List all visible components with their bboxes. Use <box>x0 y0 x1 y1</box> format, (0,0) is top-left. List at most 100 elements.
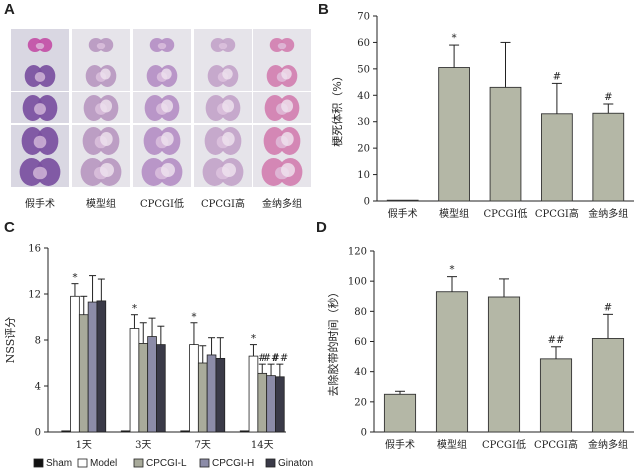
chart-c-bar <box>120 430 131 433</box>
chart-d-category-label: 假手术 <box>385 438 415 451</box>
legend-swatch <box>199 458 210 468</box>
column-label-sham: 假手术 <box>25 197 55 210</box>
chart-d-bar <box>435 291 469 433</box>
panel-letter-c: C <box>4 219 15 236</box>
chart-d-y-tick-label: 40 <box>354 367 367 378</box>
chart-d-category-label: 模型组 <box>437 438 467 451</box>
chart-c-category-label: 14天 <box>251 440 274 451</box>
chart-b-bar <box>592 112 625 202</box>
brain-slice <box>261 158 303 186</box>
chart-c-bar <box>70 295 80 433</box>
tissue-column-labels: 假手术 模型组 CPCGI低 CPCGI高 金纳多组 <box>25 197 302 210</box>
legend-label: Model <box>90 458 117 469</box>
chart-c-category-label: 1天 <box>76 440 92 451</box>
legend-item: Ginaton <box>265 458 313 469</box>
brain-slice <box>144 95 180 121</box>
chart-c-bar <box>156 344 166 433</box>
chart-d-significance-mark: * <box>450 265 455 276</box>
chart-b-y-tick-label: 0 <box>364 197 370 208</box>
panel-letter-d: D <box>316 219 327 236</box>
chart-d-category-label: CPCGI低 <box>482 438 526 451</box>
chart-c-y-tick-label: 8 <box>35 336 41 347</box>
chart-c-bar <box>215 357 226 433</box>
chart-b-significance-mark: # <box>604 92 612 103</box>
tissue-slice-grid <box>11 29 311 187</box>
legend-swatch <box>265 458 276 468</box>
chart-b-bar <box>541 113 573 202</box>
brain-slice <box>263 127 301 155</box>
chart-d-y-tick-label: 60 <box>354 337 367 348</box>
chart-c-significance-mark: * <box>72 273 77 284</box>
chart-c-bar <box>275 376 285 433</box>
chart-c-significance-mark: ## <box>263 353 280 364</box>
chart-d-category-label: CPCGI高 <box>534 438 578 451</box>
panel-letter-a: A <box>4 1 15 18</box>
legend-label: Sham <box>46 458 72 469</box>
chart-c-bar <box>257 372 268 433</box>
chart-b-y-tick-label: 30 <box>357 117 370 128</box>
chart-b-y-tick-label: 40 <box>357 91 370 102</box>
brain-slice <box>269 38 295 52</box>
chart-c-significance-mark: * <box>191 312 196 323</box>
brain-slice <box>266 65 298 87</box>
chart-c-legend: Sham Model CPCGI-L CPCGI-H Ginaton <box>33 458 313 469</box>
chart-b-category-label: 模型组 <box>439 207 469 220</box>
column-label-cpcgi-high: CPCGI高 <box>201 197 245 210</box>
brain-slice <box>22 95 58 121</box>
chart-c-y-axis-label: NSS评分 <box>4 317 17 364</box>
brain-slice <box>149 38 175 52</box>
brain-slice <box>19 158 61 186</box>
chart-c-bar <box>96 300 107 433</box>
chart-b-bar <box>438 67 470 202</box>
legend-item: CPCGI-L <box>133 458 187 469</box>
chart-c-bar <box>197 362 208 433</box>
chart-c-bar <box>87 301 98 433</box>
chart-c-significance-mark: ## <box>271 353 288 364</box>
column-label-ginaton: 金纳多组 <box>262 197 302 210</box>
chart-b-category-label: CPCGI低 <box>484 207 528 220</box>
brain-slice <box>146 65 178 87</box>
chart-b-category-label: 金纳多组 <box>588 207 628 220</box>
legend-item: Sham <box>33 458 72 469</box>
chart-d-category-label: 金纳多组 <box>588 438 628 451</box>
chart-d-significance-mark: # <box>604 302 612 313</box>
chart-c-y-tick-label: 12 <box>28 290 41 301</box>
panel-letter-b: B <box>318 1 329 18</box>
chart-d-y-tick-label: 120 <box>348 247 367 258</box>
chart-c-y-tick-label: 0 <box>35 428 41 439</box>
chart-d-bar <box>487 296 521 433</box>
brain-slice <box>83 95 119 121</box>
chart-c-bar <box>147 336 157 433</box>
chart-c-bar <box>129 328 140 433</box>
chart-c-bar <box>61 430 71 433</box>
chart-c-bar <box>266 375 276 433</box>
legend-item: CPCGI-H <box>199 458 254 469</box>
chart-b-infarct-volume: 梗死体积（%） 0 10 20 30 40 50 60 70 假手术 * 模型组 CPCGI低 # CPC… <box>330 12 634 220</box>
column-label-cpcgi-low: CPCGI低 <box>140 197 184 210</box>
chart-b-y-tick-label: 60 <box>357 38 370 49</box>
chart-c-bar <box>180 430 190 433</box>
brain-slice <box>210 38 236 52</box>
chart-c-significance-mark: * <box>251 334 256 345</box>
chart-c-bar <box>206 354 217 433</box>
chart-c-bar <box>78 314 89 433</box>
chart-d-bar <box>539 358 573 433</box>
chart-c-bar <box>138 343 149 433</box>
chart-c-category-label: 7天 <box>195 440 211 451</box>
chart-c-bar <box>239 430 250 433</box>
brain-slice <box>82 127 120 155</box>
chart-b-y-axis-label: 梗死体积（%） <box>330 70 344 146</box>
legend-swatch <box>133 458 144 468</box>
legend-label: Ginaton <box>278 458 313 469</box>
chart-c-significance-mark: * <box>132 304 137 315</box>
brain-slice <box>207 65 239 87</box>
chart-d-y-tick-label: 20 <box>354 397 367 408</box>
brain-slice <box>80 158 122 186</box>
chart-d-tape-removal-time: 去除胶带的时间（秒） 0 20 40 60 80 100 120 假手术 * 模型组 CPCGI低 #… <box>326 247 634 451</box>
brain-slice <box>27 38 53 52</box>
chart-b-y-tick-label: 20 <box>357 144 370 155</box>
chart-b-category-label: 假手术 <box>388 207 418 220</box>
brain-slice <box>202 158 244 186</box>
legend-item: Model <box>77 458 117 469</box>
